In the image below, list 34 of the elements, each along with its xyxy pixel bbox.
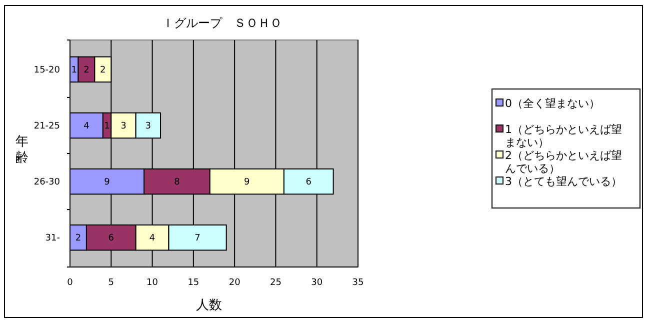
data-label: 4	[84, 122, 90, 132]
chart-title: Ｉグループ ＳＯＨＯ	[162, 16, 282, 30]
x-tick-label: 20	[228, 278, 241, 288]
legend-label: 3（とても望んでいる）	[505, 175, 622, 188]
data-label: 7	[194, 234, 200, 244]
data-label: 1	[104, 122, 110, 132]
y-tick-label: 21-25	[34, 122, 60, 132]
x-tick-label: 15	[188, 278, 200, 288]
x-tick-label: 30	[311, 278, 323, 288]
y-axis-title: 年齢	[16, 134, 28, 166]
x-tick-label: 25	[270, 278, 282, 288]
data-label: 2	[100, 66, 106, 76]
x-tick-label: 10	[146, 278, 158, 288]
data-label: 1	[71, 66, 77, 76]
legend-label: 0（全く望まない）	[505, 97, 600, 110]
data-label: 6	[306, 178, 312, 188]
y-tick-label: 31-	[45, 234, 60, 244]
legend-label: 2（どちらかといえば望んでいる）	[505, 149, 622, 175]
x-tick-label: 0	[67, 278, 74, 288]
data-label: 2	[75, 234, 82, 244]
x-tick-label: 5	[108, 278, 114, 288]
data-label: 6	[108, 234, 114, 244]
data-label: 9	[244, 178, 250, 188]
data-label: 2	[84, 66, 90, 76]
y-tick-label: 15-20	[34, 66, 60, 76]
legend-label: 1（どちらかといえば望まない）	[505, 123, 622, 149]
data-label: 3	[145, 122, 152, 132]
x-axis-title: 人数	[196, 298, 222, 313]
data-label: 8	[174, 178, 180, 188]
y-tick-label: 26-30	[34, 178, 60, 188]
x-tick-label: 35	[352, 278, 364, 288]
data-label: 4	[149, 234, 156, 244]
data-label: 9	[104, 178, 110, 188]
data-label: 3	[120, 122, 126, 132]
